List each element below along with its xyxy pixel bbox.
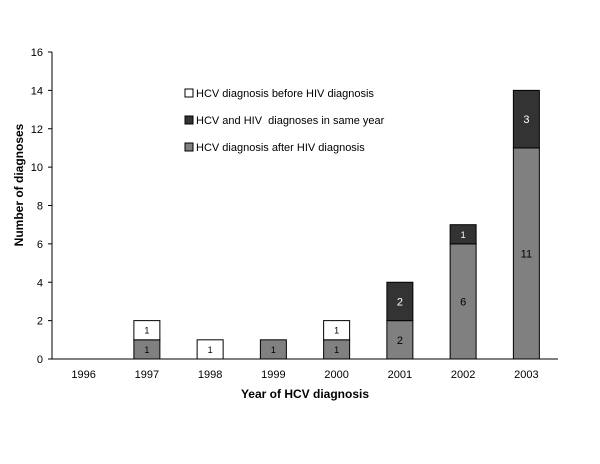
bar-segment xyxy=(449,224,477,245)
bar-segment xyxy=(133,320,161,341)
y-tick-label: 14 xyxy=(31,85,43,97)
legend-label: HCV diagnosis before HIV diagnosis xyxy=(196,88,374,100)
y-tick-label: 10 xyxy=(31,162,43,174)
bar-segment xyxy=(196,339,224,360)
bar-data-label: 2 xyxy=(397,335,403,347)
bar-data-label: 1 xyxy=(144,345,149,355)
x-tick-label: 1996 xyxy=(71,369,95,381)
bar-segment xyxy=(259,339,287,360)
x-tick-label: 2000 xyxy=(324,369,348,381)
y-tick-label: 4 xyxy=(37,277,43,289)
bar-segment xyxy=(323,320,351,341)
legend-swatch xyxy=(184,88,194,98)
legend-swatch xyxy=(184,115,194,125)
bar-data-label: 1 xyxy=(271,345,276,355)
bar-data-label: 1 xyxy=(144,326,149,336)
legend: HCV diagnosis before HIV diagnosis HCV an… xyxy=(184,88,385,154)
bar-segment xyxy=(512,147,540,360)
x-tick-label: 1997 xyxy=(135,369,159,381)
x-tick-label: 1998 xyxy=(198,369,222,381)
bar-data-label: 2 xyxy=(397,296,403,308)
x-tick-label: 2001 xyxy=(388,369,412,381)
x-axis-title: Year of HCV diagnosis xyxy=(241,387,369,401)
y-tick-label: 0 xyxy=(37,354,43,366)
bar-data-label: 6 xyxy=(460,296,466,308)
x-tick-labels: 1996 1997 1998 1999 2000 2001 2002 2003 xyxy=(71,369,538,381)
bar-segment xyxy=(386,281,414,322)
y-tick-label: 6 xyxy=(37,239,43,251)
x-tick-label: 1999 xyxy=(261,369,285,381)
legend-swatch xyxy=(184,142,194,152)
y-tick-labels: 0 2 4 6 8 10 12 14 16 xyxy=(31,47,43,366)
y-axis-title: Number of diagnoses xyxy=(12,123,26,246)
bar-data-label: 3 xyxy=(523,114,529,126)
y-tick-label: 8 xyxy=(37,201,43,213)
x-tick-label: 2003 xyxy=(514,369,538,381)
bar-data-label: 1 xyxy=(334,345,339,355)
y-tick-label: 16 xyxy=(31,47,43,59)
y-tick-label: 12 xyxy=(31,124,43,136)
legend-label: HCV and HIV diagnoses in same year xyxy=(196,115,385,127)
legend-label: HCV diagnosis after HIV diagnosis xyxy=(196,142,365,154)
bar-segment xyxy=(512,89,540,149)
x-tick-label: 2002 xyxy=(451,369,475,381)
bar-data-label: 1 xyxy=(461,230,466,240)
bar-data-label: 11 xyxy=(521,248,532,260)
bar-data-label: 1 xyxy=(334,326,339,336)
bar-segment xyxy=(386,320,414,360)
y-tick-label: 2 xyxy=(37,316,43,328)
bar-segment xyxy=(449,243,477,360)
bar-data-label: 1 xyxy=(208,345,213,355)
